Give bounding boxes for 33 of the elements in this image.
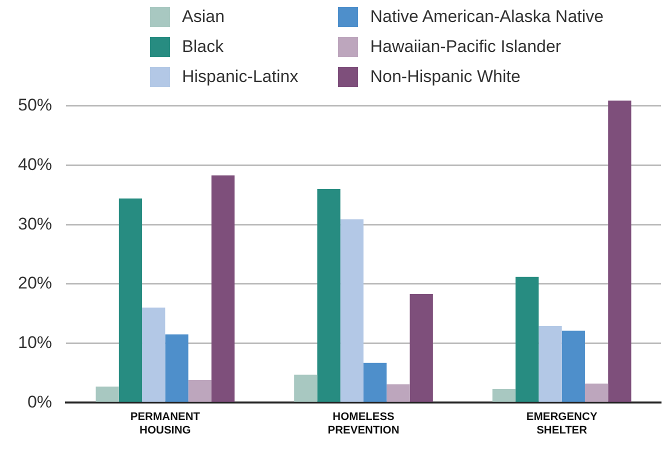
bar	[188, 380, 212, 402]
y-tick-label: 50%	[18, 96, 52, 115]
bar	[562, 330, 585, 402]
bar	[118, 198, 142, 402]
bar	[340, 219, 364, 402]
bar	[364, 362, 387, 402]
legend-label: Hawaiian-Pacific Islander	[370, 37, 562, 57]
y-tick-label: 30%	[18, 214, 52, 234]
legend-label: Native American-Alaska Native	[370, 7, 604, 27]
bar	[294, 374, 318, 402]
bar	[165, 334, 188, 402]
y-tick-label: 20%	[18, 274, 52, 293]
bar	[410, 294, 433, 402]
x-tick-label: EMERGENCY SHELTER	[526, 411, 598, 436]
legend-label: Non-Hispanic White	[370, 67, 520, 87]
bar	[211, 175, 235, 402]
bar	[538, 326, 562, 402]
bar	[96, 386, 119, 402]
bar	[142, 308, 166, 402]
x-tick-label: HOMELESS PREVENTION	[328, 411, 400, 436]
x-tick-label: PERMANENT HOUSING	[130, 411, 200, 436]
legend-label: Hispanic-Latinx	[182, 67, 298, 87]
y-tick-label: 10%	[18, 332, 52, 352]
bar	[492, 388, 516, 402]
legend-label: Black	[182, 37, 224, 57]
y-tick-label: 40%	[18, 154, 52, 174]
bar	[584, 384, 608, 402]
bar	[516, 276, 539, 402]
legend-label: Asian	[182, 7, 225, 27]
y-tick-label: 0%	[27, 392, 52, 412]
bar	[317, 189, 340, 402]
bar	[386, 384, 410, 402]
bar	[608, 100, 632, 402]
